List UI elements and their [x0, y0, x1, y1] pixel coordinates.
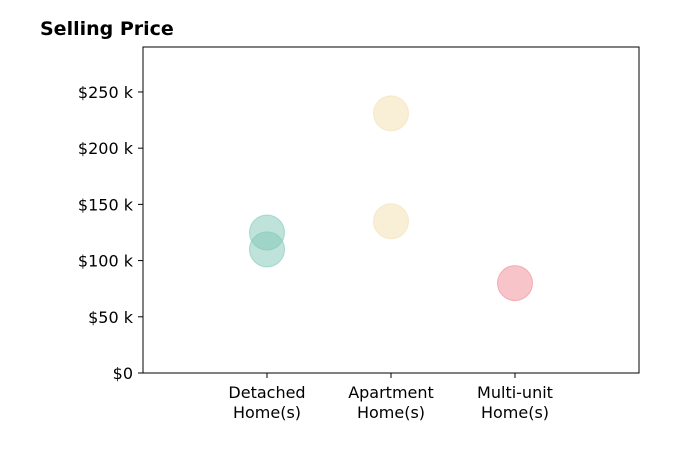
- x-axis: Detached Home(s) Apartment Home(s) Multi-uni…: [228, 373, 553, 422]
- y-tick-label: $100 k: [78, 252, 134, 271]
- data-point: [373, 203, 409, 240]
- plot-area: [249, 95, 533, 302]
- y-tick-label: $250 k: [78, 83, 134, 102]
- x-tick-label: Detached Home(s): [228, 383, 305, 422]
- axes-frame: [142, 46, 640, 374]
- x-tick-label: Multi-unit Home(s): [477, 383, 553, 422]
- data-point: [249, 231, 285, 268]
- y-tick-label: $200 k: [78, 139, 134, 158]
- y-tick-label: $0: [113, 364, 133, 383]
- y-tick-label: $150 k: [78, 195, 134, 214]
- y-axis: $0 $50 k $100 k $150 k $200 k $250 k: [78, 83, 143, 383]
- data-point: [497, 265, 533, 302]
- data-point: [373, 95, 409, 132]
- x-tick-label: Apartment Home(s): [348, 383, 434, 422]
- chart-title: Selling Price: [40, 18, 174, 40]
- y-tick-label: $50 k: [88, 308, 134, 327]
